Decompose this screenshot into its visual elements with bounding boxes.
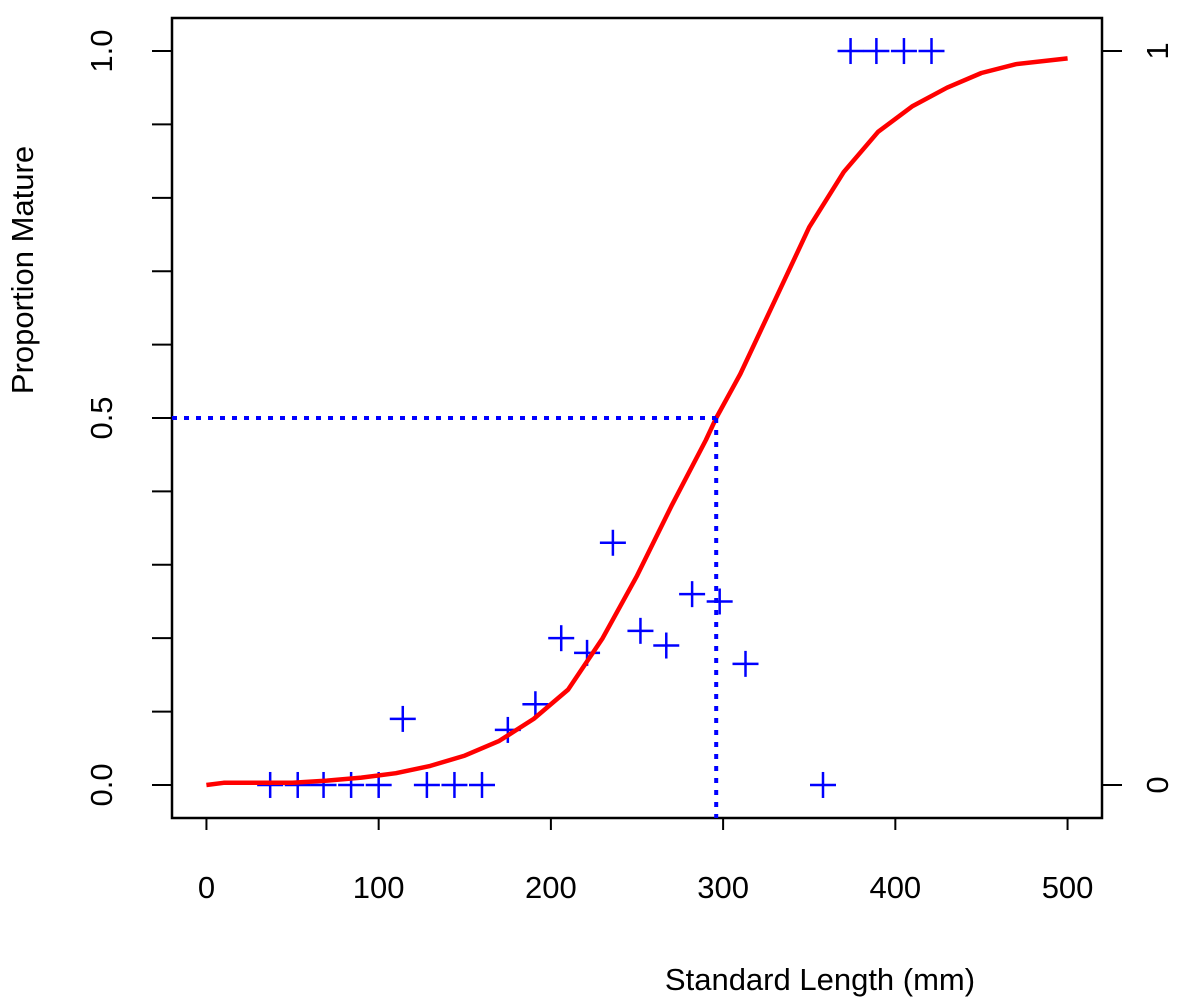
data-point	[389, 705, 416, 732]
y2-tick-label: 0	[1140, 776, 1175, 793]
x-tick-label: 100	[353, 870, 405, 905]
y-tick-label: 1.0	[84, 29, 119, 72]
fitted-curve	[206, 56, 1068, 788]
data-point	[810, 771, 836, 798]
plot-area-frame	[170, 16, 1104, 820]
axes-layer: 0 100 200 300 400 500 0.0 0.5 1.0 0 1	[84, 29, 1175, 905]
x-tick-label: 300	[697, 870, 749, 905]
data-point	[653, 632, 680, 659]
data-point	[627, 617, 654, 644]
data-point	[310, 771, 337, 798]
data-point	[441, 771, 468, 798]
data-point	[918, 38, 945, 65]
data-point	[837, 38, 864, 65]
y-tick-label: 0.5	[84, 396, 119, 439]
x-axis-title: Standard Length (mm)	[665, 962, 975, 997]
data-point	[679, 581, 706, 608]
data-point	[890, 38, 917, 65]
data-point	[706, 588, 733, 615]
data-point	[599, 529, 626, 556]
y2-tick-label: 1	[1140, 42, 1175, 59]
y-tick-label: 0.0	[84, 763, 119, 806]
data-point	[469, 771, 495, 798]
data-point	[548, 625, 575, 652]
x-tick-label: 0	[198, 870, 215, 905]
x-tick-label: 200	[525, 870, 577, 905]
data-point	[863, 38, 890, 65]
x-tick-label: 400	[869, 870, 921, 905]
data-point	[732, 650, 759, 677]
y-axis-title: Proportion Mature	[5, 146, 40, 394]
series-layer	[172, 38, 1068, 818]
data-point	[522, 691, 549, 718]
x-tick-label: 500	[1042, 870, 1094, 905]
data-point	[413, 771, 440, 798]
